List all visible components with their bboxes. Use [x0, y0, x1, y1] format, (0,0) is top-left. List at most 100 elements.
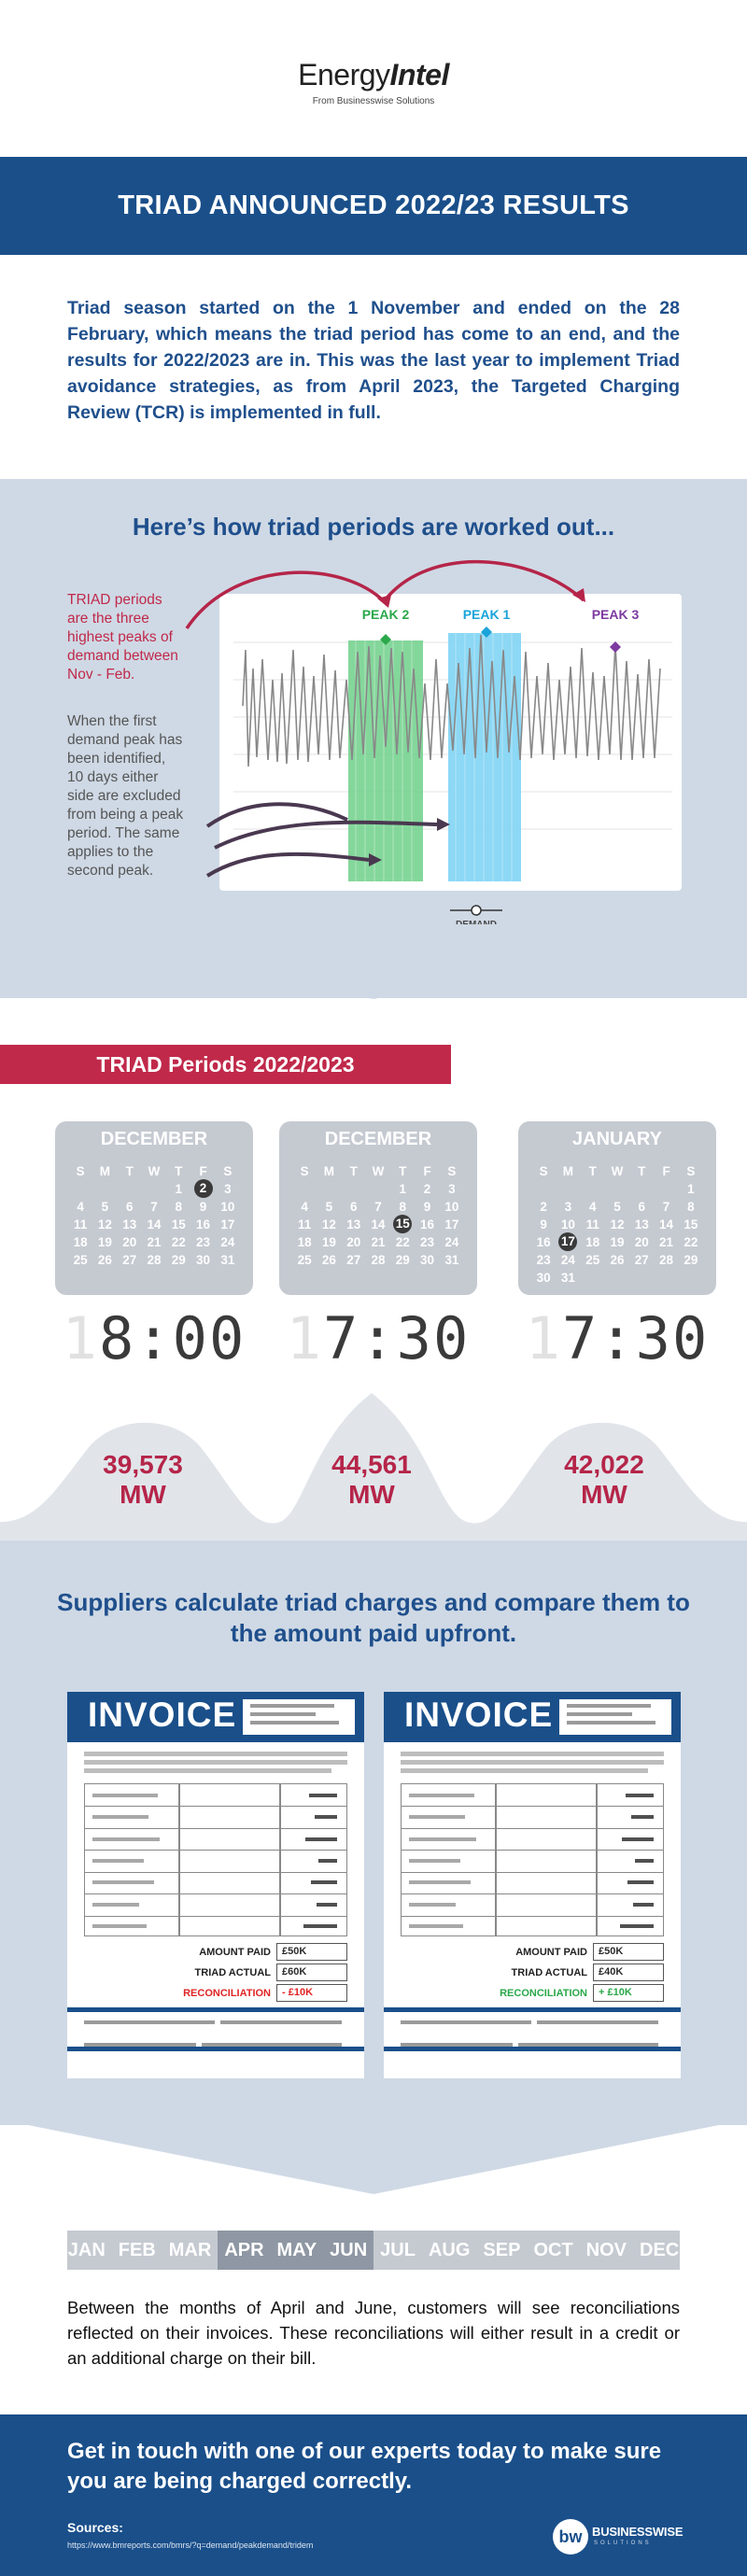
table-cell-text	[409, 1902, 456, 1907]
calendar-day: 11	[298, 1218, 312, 1232]
weekday-label: S	[76, 1164, 85, 1178]
calendar-day: 3	[448, 1182, 456, 1196]
triad-actual-label: TRIAD ACTUAL	[194, 1966, 271, 1978]
peak-2-label: PEAK 2	[362, 607, 410, 622]
calendar-day: 31	[444, 1253, 459, 1267]
table-cell-text	[92, 1837, 160, 1841]
suppliers-section-notch	[0, 2119, 747, 2194]
amount-paid-value: £50K	[276, 1943, 347, 1961]
table-row-line	[402, 1871, 663, 1873]
calendar-day	[68, 1181, 92, 1197]
table-cell-amount	[318, 1859, 337, 1863]
calendar-grid: S M T W T F S 1 2 3 4 5 6 7 8 9 10 11 12 13 14 15 16 17 18 19 20 21…	[531, 1163, 703, 1286]
invoice-footer-bar	[67, 2007, 364, 2012]
time-value: 7:30	[562, 1303, 710, 1372]
demand-axis-knob	[471, 905, 482, 916]
invoice-footer-lines	[401, 2020, 664, 2054]
calendar-day: 26	[610, 1253, 625, 1267]
table-cell-text	[409, 1859, 460, 1863]
exclusion-rule-note: When the first demand peak has been iden…	[67, 713, 184, 879]
calendar-day: 28	[147, 1253, 162, 1267]
calendar-day: 8	[399, 1200, 407, 1214]
calendar-day: 14	[659, 1218, 674, 1232]
invoice-header: INVOICE	[67, 1692, 364, 1742]
table-cell-text	[92, 1859, 144, 1863]
peak-2-band	[348, 640, 423, 881]
weekday-label: W	[372, 1164, 385, 1178]
calendar-day: 10	[220, 1200, 235, 1214]
reconciliation-label: RECONCILIATION	[500, 1987, 587, 1999]
table-row-line	[402, 1893, 663, 1895]
invoice-footer-lines	[84, 2020, 347, 2054]
calendar-day: 29	[171, 1253, 186, 1267]
calendar-day: 25	[297, 1253, 312, 1267]
weekday-label: T	[175, 1164, 183, 1178]
triad-actual-value: £40K	[593, 1964, 664, 1981]
calendar-day: 11	[585, 1218, 599, 1232]
triad-actual-value: £60K	[276, 1964, 347, 1981]
weekday-label: S	[223, 1164, 233, 1178]
calendar-day: 7	[150, 1200, 158, 1214]
calendar-day: 17	[444, 1218, 459, 1232]
demand-series-line	[242, 634, 661, 767]
weekday-label: T	[349, 1164, 358, 1178]
invoice-word: INVOICE	[404, 1696, 554, 1734]
calendar-day	[605, 1181, 629, 1197]
table-col-line	[279, 1784, 281, 1936]
calendar-day: 8	[687, 1200, 695, 1214]
table-cell-text	[409, 1815, 465, 1820]
table-col-line	[495, 1784, 497, 1936]
invoice-address-box	[559, 1699, 671, 1735]
calendar-day: 9	[540, 1218, 547, 1232]
logo-name: BUSINESSWISE	[592, 2525, 684, 2539]
calendar-day: 30	[536, 1271, 551, 1285]
dark-arrow-exclusion-2	[214, 820, 438, 850]
calendar-day: 3	[224, 1182, 232, 1196]
weekday-label: W	[611, 1164, 624, 1178]
weekday-label: T	[399, 1164, 407, 1178]
calendar-day: 13	[634, 1218, 649, 1232]
annotation-arrows	[185, 559, 585, 916]
peak-3-marker	[610, 641, 621, 653]
calendar-day: 16	[420, 1218, 435, 1232]
time-display-3: 1 7:30	[518, 1303, 716, 1372]
calendar-day	[629, 1181, 654, 1197]
mw-reading-3: 42,022 MW	[505, 1450, 703, 1510]
calendar-day: 5	[613, 1200, 621, 1214]
table-col-line	[178, 1784, 180, 1936]
table-col-line	[596, 1784, 598, 1936]
source-link[interactable]: https://www.bmreports.com/bmrs/?q=demand…	[67, 2541, 314, 2550]
calendar-day: 10	[560, 1218, 575, 1232]
calendar-day: 13	[346, 1218, 361, 1232]
triad-definition-note: TRIAD periods are the three highest peak…	[67, 592, 178, 683]
calendar-day-triad: 17	[558, 1232, 578, 1251]
calendar-day: 19	[610, 1235, 625, 1249]
demand-hills	[0, 1393, 747, 1541]
calendar-day: 6	[638, 1200, 646, 1214]
amount-paid-label: AMOUNT PAID	[199, 1946, 271, 1958]
month-label: JUL	[380, 2240, 416, 2260]
calendar-day: 21	[147, 1235, 162, 1249]
amount-paid-label: AMOUNT PAID	[515, 1946, 587, 1958]
calendar-day: 22	[171, 1235, 186, 1249]
table-row-line	[85, 1850, 346, 1851]
invoice-table	[84, 1783, 347, 1936]
table-cell-text	[92, 1924, 147, 1929]
calendar-day: 5	[325, 1200, 333, 1214]
time-value: 8:00	[99, 1303, 247, 1372]
calendar-day	[142, 1181, 166, 1197]
calendar-day: 25	[585, 1253, 600, 1267]
invoice-word: INVOICE	[88, 1696, 237, 1734]
table-cell-amount	[303, 1924, 337, 1929]
calendar-december-2: DECEMBER S M T W T F S 1 2 3 4 5 6 7 8 9 10 11 12 13 14 15 16 1…	[279, 1121, 477, 1295]
invoice-table	[401, 1783, 664, 1936]
weekday-label: F	[662, 1164, 670, 1178]
mw-value: 44,561	[331, 1450, 412, 1479]
title-band: TRIAD ANNOUNCED 2022/23 RESULTS	[0, 157, 747, 255]
calendar-day: 9	[199, 1200, 207, 1214]
calendar-day: 10	[444, 1200, 459, 1214]
calendar-day: 23	[536, 1253, 551, 1267]
invoice-summary: AMOUNT PAID £50K TRIAD ACTUAL £60K RECONCI…	[151, 1942, 347, 2004]
month-label: DEC	[640, 2240, 680, 2260]
